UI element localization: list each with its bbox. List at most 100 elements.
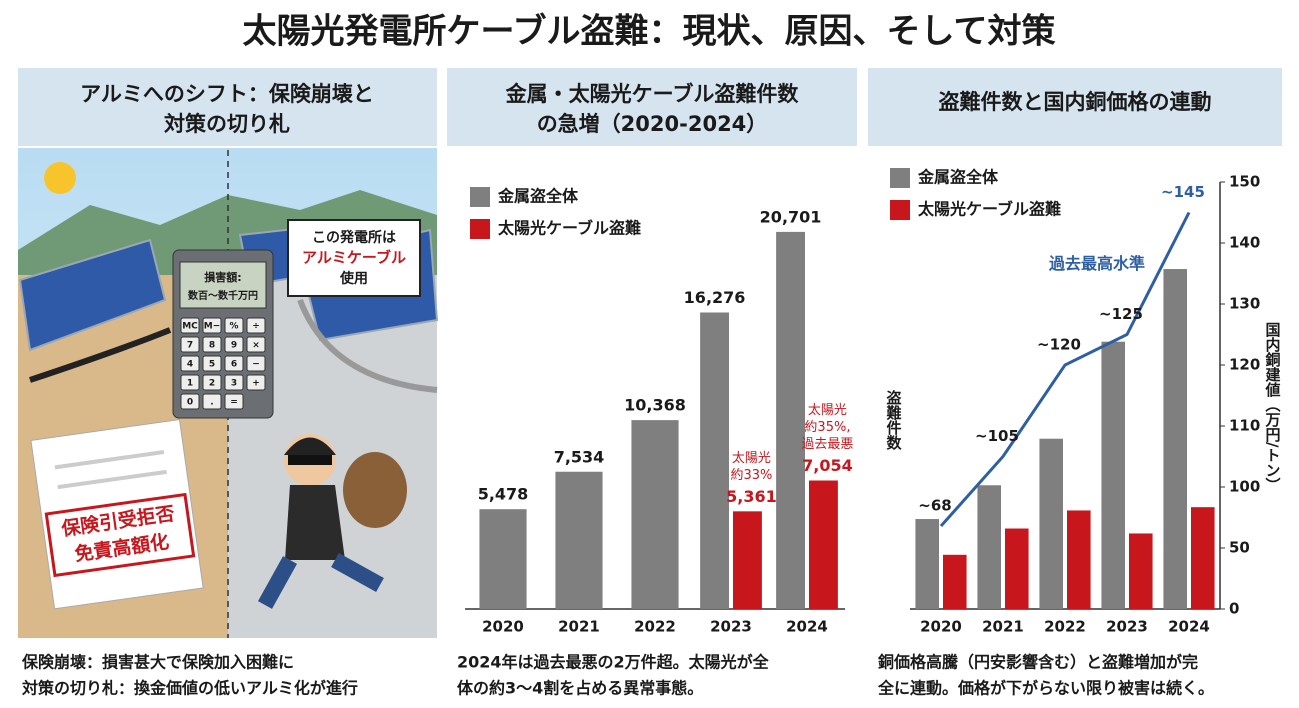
bar <box>631 420 679 609</box>
calculator-keys: MC M−% ÷ 7 8 9 × 4 5 6 − 1 2 3 +0. = <box>180 317 266 410</box>
legend-swatch <box>470 187 490 207</box>
legend-label: 金属盗全体 <box>497 187 579 206</box>
calculator-key-label: 2 <box>209 379 215 389</box>
panel-header <box>447 68 857 146</box>
calculator-key-label: 4 <box>187 360 193 370</box>
sign-text: この発電所は <box>312 229 396 246</box>
calculator-key <box>180 355 200 372</box>
value-label: 20,701 <box>760 207 822 226</box>
line-value-label: ~120 <box>1037 336 1081 354</box>
calculator-key-label: 6 <box>231 360 237 370</box>
value-label: 5,478 <box>478 485 529 504</box>
bar <box>1101 341 1125 609</box>
y2-tick-label: 150 <box>1229 173 1260 191</box>
bar <box>700 312 729 609</box>
x-tick-label: 2022 <box>634 618 676 636</box>
x-tick-label: 2024 <box>1168 618 1210 636</box>
x-tick-label: 2020 <box>482 618 524 636</box>
bar <box>943 554 967 609</box>
calculator-key <box>224 374 244 391</box>
y2-tick-label: 100 <box>1229 478 1260 496</box>
annotation: 太陽光 <box>808 403 847 418</box>
calculator-display: 数百～数千万円 <box>188 289 258 302</box>
caption: 体の約3～4割を占める異常事態。 <box>457 679 703 698</box>
caption: 全に連動。価格が下がらない限り被害は続く。 <box>877 679 1214 698</box>
calculator-key <box>202 317 222 334</box>
bar <box>1005 528 1029 609</box>
bar <box>555 471 603 609</box>
bar <box>1129 533 1153 609</box>
calculator-key-label: 0 <box>187 398 193 408</box>
panel-heading: 盗難件数と国内銅価格の連動 <box>939 90 1212 114</box>
legend-label: 太陽光ケーブル盗難 <box>497 219 641 238</box>
calculator-key <box>180 393 200 410</box>
legend-swatch <box>890 200 910 220</box>
bar <box>809 480 838 609</box>
calculator-key <box>202 355 222 372</box>
calculator-key-label: − <box>252 360 260 370</box>
panel-heading: 対策の切り札 <box>164 112 290 136</box>
calculator-key-label: + <box>252 379 260 389</box>
bar <box>1067 510 1091 609</box>
caption: 銅価格高騰（円安影響含む）と盗難増加が完 <box>878 653 1198 672</box>
value-label: 10,368 <box>624 396 686 415</box>
annotation: 太陽光 <box>732 451 771 466</box>
calculator-key-label: 9 <box>231 341 237 351</box>
calculator-key-label: 5 <box>209 360 215 370</box>
panel-heading: の急増（2020-2024） <box>537 112 768 136</box>
calculator-key <box>246 336 266 353</box>
sign-text: アルミケーブル <box>302 249 406 267</box>
legend-swatch <box>470 219 490 239</box>
y2-tick-label: 120 <box>1229 356 1260 374</box>
bar <box>776 231 805 610</box>
calculator-key <box>224 336 244 353</box>
calculator-key <box>202 336 222 353</box>
x-tick-label: 2022 <box>1044 618 1086 636</box>
calculator-key-label: ÷ <box>252 322 260 332</box>
y2-tick-label: 110 <box>1229 417 1260 435</box>
bar <box>977 485 1001 609</box>
y2-axis-label: 国内銅建値（万円/トン） <box>1264 322 1282 492</box>
legend-label: 金属盗全体 <box>917 168 999 187</box>
calculator-key-label: 1 <box>187 379 193 389</box>
x-tick-label: 2023 <box>1106 618 1148 636</box>
calculator-key <box>246 355 266 372</box>
legend-swatch <box>890 168 910 188</box>
x-tick-label: 2021 <box>982 618 1024 636</box>
calculator-key <box>180 336 200 353</box>
line-value-label: ~68 <box>918 497 951 515</box>
calculator-key <box>246 374 266 391</box>
calculator-key-label: 7 <box>187 341 193 351</box>
x-tick-label: 2021 <box>558 618 600 636</box>
bar <box>915 519 939 609</box>
annotation: 約33% <box>730 468 772 483</box>
line-value-label: ~125 <box>1099 305 1143 323</box>
panel-heading: アルミへのシフト：保険崩壊と <box>80 82 374 106</box>
bar <box>1163 269 1187 609</box>
x-tick-label: 2024 <box>786 618 828 636</box>
calculator-key-label: × <box>252 341 260 351</box>
calculator-key <box>202 393 222 410</box>
calculator-key-label: . <box>210 398 213 408</box>
x-tick-label: 2023 <box>710 618 752 636</box>
y2-tick-label: 130 <box>1229 295 1260 313</box>
annotation: 過去最悪 <box>801 437 853 452</box>
legend-label: 太陽光ケーブル盗難 <box>917 200 1061 219</box>
calculator-key <box>180 317 200 334</box>
page-title: 太陽光発電所ケーブル盗難：現状、原因、そして対策 <box>243 12 1056 52</box>
calculator-key <box>224 393 244 410</box>
calculator-key-label: M− <box>204 322 221 332</box>
calculator-key <box>246 317 266 334</box>
calculator-key-label: MC <box>182 322 198 332</box>
panel-heading: 金属・太陽光ケーブル盗難件数 <box>505 82 800 106</box>
bar <box>479 509 527 609</box>
y-axis-label: 盗難件数 <box>885 389 903 451</box>
illustration: 保険引受拒否 免責高額化 損害額: 数百～数千万円 MC M−% ÷7 8 9 ×4 5 6−… <box>18 148 439 638</box>
x-tick-label: 2020 <box>920 618 962 636</box>
calculator-key <box>180 374 200 391</box>
calculator-display: 損害額: <box>204 270 241 284</box>
calculator-key <box>224 317 244 334</box>
sign-text: 使用 <box>339 270 368 287</box>
